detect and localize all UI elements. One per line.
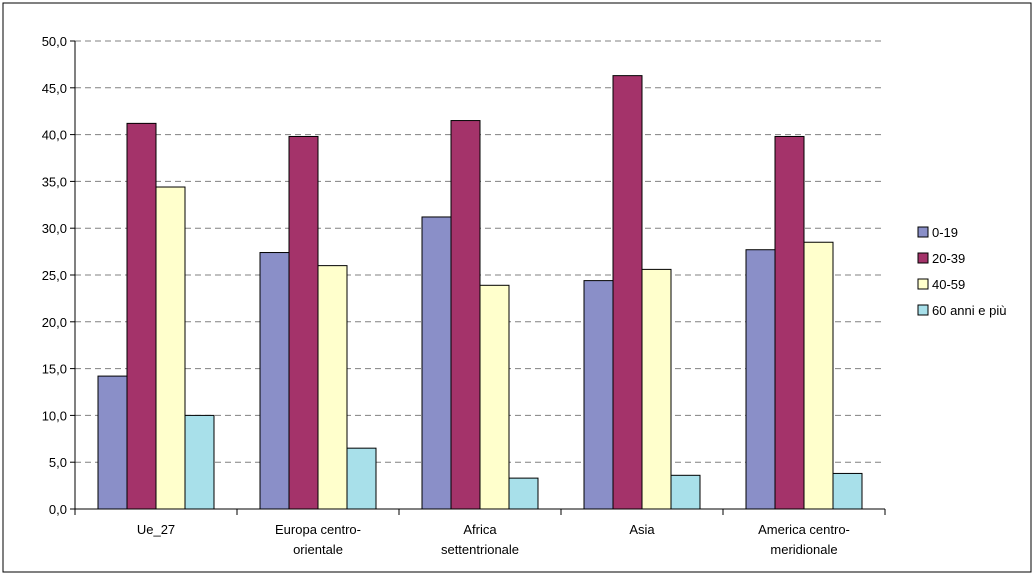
y-tick-label: 30,0 [42, 221, 67, 236]
bar-40-59 [317, 265, 348, 510]
x-category-label: settentrionale [441, 542, 519, 557]
y-tick-label: 45,0 [42, 81, 67, 96]
y-tick-label: 15,0 [42, 362, 67, 377]
bar-20-39 [450, 120, 481, 510]
x-category-label: America centro- [758, 522, 850, 537]
bar-20-39 [288, 135, 319, 510]
bar-20-39 [612, 75, 643, 510]
bar-60-anni-e-più [832, 472, 863, 510]
y-tick-label: 25,0 [42, 268, 67, 283]
bar-0-19 [97, 375, 128, 510]
legend: 0-19 20-39 40-59 60 anni e più [917, 225, 1006, 318]
legend-swatch [917, 252, 929, 264]
legend-swatch [917, 278, 929, 290]
bar-40-59 [641, 268, 672, 510]
x-category-label: Asia [629, 522, 655, 537]
legend-label: 40-59 [932, 277, 965, 292]
x-category-label: Ue_27 [137, 522, 175, 537]
legend-label: 60 anni e più [932, 303, 1006, 318]
x-category-label: meridionale [770, 542, 837, 557]
bar-0-19 [745, 249, 776, 510]
legend-label: 0-19 [932, 225, 958, 240]
y-tick-label: 0,0 [49, 502, 67, 517]
x-category-label: orientale [293, 542, 343, 557]
bar-0-19 [583, 280, 614, 510]
bar-0-19 [259, 252, 290, 510]
bar-20-39 [126, 122, 157, 510]
legend-swatch [917, 226, 929, 238]
y-tick-label: 10,0 [42, 408, 67, 423]
bar-40-59 [803, 241, 834, 510]
y-tick-label: 5,0 [49, 455, 67, 470]
bar-40-59 [155, 186, 186, 510]
bar-60-anni-e-più [670, 474, 701, 510]
y-tick-label: 40,0 [42, 128, 67, 143]
bars-layer [97, 75, 863, 510]
x-category-label: Europa centro- [275, 522, 361, 537]
legend-label: 20-39 [932, 251, 965, 266]
bar-60-anni-e-più [508, 477, 539, 510]
bar-60-anni-e-più [184, 414, 215, 510]
bar-40-59 [479, 284, 510, 510]
bar-60-anni-e-più [346, 447, 377, 510]
y-tick-label: 50,0 [42, 34, 67, 49]
x-category-label: Africa [463, 522, 497, 537]
bar-20-39 [774, 135, 805, 510]
y-tick-label: 35,0 [42, 174, 67, 189]
y-tick-label: 20,0 [42, 315, 67, 330]
legend-swatch [917, 304, 929, 316]
bar-0-19 [421, 216, 452, 510]
labels-layer: 0,0 5,0 10,0 15,0 20,0 25,0 30,0 35,0 40,0 45,0 50… [42, 34, 850, 557]
